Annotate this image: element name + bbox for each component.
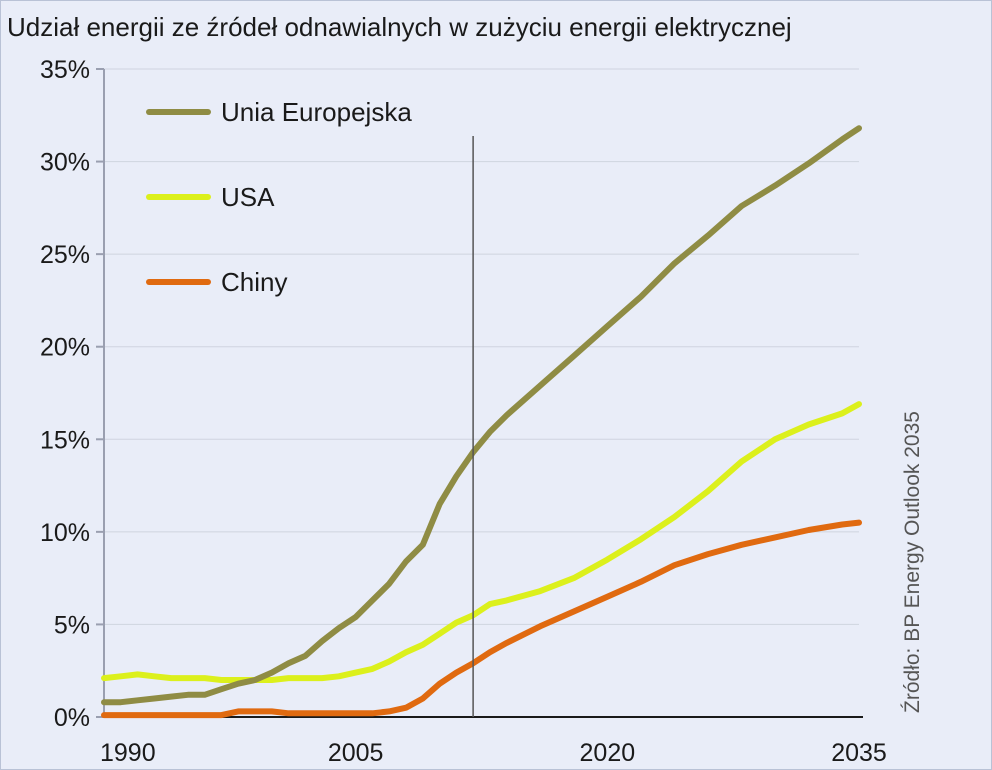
- series-line-unia-europejska: [101, 125, 862, 706]
- x-tick-label: 1990: [100, 739, 156, 767]
- source-note: Źródło: BP Energy Outlook 2035: [901, 411, 924, 713]
- y-tick-label: 15%: [40, 426, 90, 454]
- gridlines: [98, 68, 859, 625]
- legend: Unia Europejska USA Chiny: [146, 97, 412, 297]
- legend-label: Unia Europejska: [221, 97, 412, 127]
- chart-title: Udział energii ze źródeł odnawialnych w …: [7, 12, 792, 42]
- y-tick-label: 35%: [40, 56, 90, 84]
- series-lines: [101, 125, 862, 719]
- y-tick-label: 0%: [54, 704, 90, 732]
- legend-label: Chiny: [221, 267, 287, 297]
- y-tick-label: 5%: [54, 611, 90, 639]
- legend-label: USA: [221, 182, 275, 212]
- y-tick-label: 20%: [40, 334, 90, 362]
- series-line-chiny: [101, 519, 862, 719]
- y-tick-label: 30%: [40, 149, 90, 177]
- x-tick-label: 2035: [831, 739, 887, 767]
- x-tick-label: 2020: [580, 739, 636, 767]
- series-line-usa: [101, 401, 862, 683]
- x-tick-label: 2005: [328, 739, 384, 767]
- axes: 0% 5% 10% 15% 20% 25% 30% 35% 1990 2005 2020 2035: [40, 56, 887, 767]
- y-tick-label: 25%: [40, 241, 90, 269]
- y-tick-label: 10%: [40, 519, 90, 547]
